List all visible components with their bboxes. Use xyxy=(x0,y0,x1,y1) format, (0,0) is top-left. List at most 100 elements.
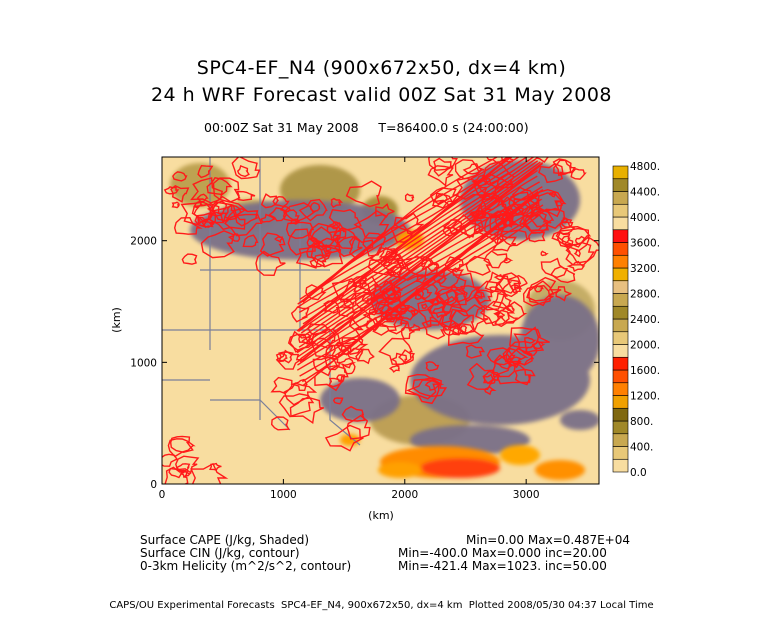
contour xyxy=(555,200,564,207)
contour xyxy=(504,218,518,228)
colorbar-bin xyxy=(612,191,629,205)
contour xyxy=(556,227,591,252)
contour xyxy=(337,357,357,369)
footer-credit: CAPS/OU Experimental Forecasts SPC4-EF_N… xyxy=(109,600,654,611)
chart-title-line2: 24 h WRF Forecast valid 00Z Sat 31 May 2… xyxy=(150,84,613,106)
contour xyxy=(466,362,497,391)
contour xyxy=(563,241,595,266)
map-field xyxy=(162,157,599,484)
colorbar-bin xyxy=(612,203,629,218)
colorbar-bin xyxy=(612,344,629,358)
contour xyxy=(447,309,475,335)
contour-band xyxy=(297,160,539,331)
contour xyxy=(372,314,400,336)
contour xyxy=(480,194,508,216)
contour xyxy=(278,393,315,418)
contour-band xyxy=(296,198,543,371)
contour xyxy=(425,361,440,372)
y-tick-label: 2000 xyxy=(130,236,157,248)
contour xyxy=(295,245,331,269)
contour xyxy=(427,300,445,315)
contour xyxy=(495,360,532,385)
contour xyxy=(305,284,327,301)
contour xyxy=(355,348,375,365)
contour xyxy=(513,326,550,354)
contour xyxy=(448,304,489,335)
contour xyxy=(533,284,544,293)
contour xyxy=(505,305,516,313)
contour xyxy=(223,213,263,237)
legend-cape-range: Min=0.00 Max=0.487E+04 xyxy=(466,533,631,547)
helicity-cin-contours xyxy=(162,157,599,484)
colorbar-bin xyxy=(612,267,629,282)
contour xyxy=(332,397,344,405)
contour xyxy=(209,462,222,471)
colorbar-tick-label: 2400. xyxy=(630,314,660,326)
colorbar-tick-label: 1600. xyxy=(630,365,660,377)
contour xyxy=(531,340,546,349)
contour xyxy=(484,271,513,293)
contour xyxy=(428,157,458,171)
contour xyxy=(289,218,301,225)
colorbar-bin xyxy=(612,382,629,396)
contour xyxy=(421,319,450,340)
contour xyxy=(260,213,278,223)
contour xyxy=(170,184,190,203)
colorbar-tick-label: 2000. xyxy=(630,340,660,352)
contour xyxy=(176,463,191,472)
contour xyxy=(309,226,342,252)
contour xyxy=(162,453,179,467)
contour xyxy=(465,344,486,359)
contour-band xyxy=(301,169,538,342)
contour xyxy=(393,212,425,234)
contour xyxy=(442,322,463,337)
contour xyxy=(427,165,454,187)
contour xyxy=(260,193,280,209)
contour xyxy=(565,236,599,264)
contour xyxy=(190,462,229,484)
colorbar-bin xyxy=(612,293,629,307)
contour xyxy=(505,347,529,368)
colorbar-bin xyxy=(612,305,629,320)
valid-time-line: 00:00Z Sat 31 May 2008 T=86400.0 s (24:0… xyxy=(204,120,529,135)
contour xyxy=(275,352,288,363)
contour xyxy=(494,277,521,298)
contour xyxy=(181,253,198,265)
contour xyxy=(573,249,581,258)
contour xyxy=(433,157,454,177)
contour xyxy=(278,351,294,364)
legend-helicity-range: Min=-421.4 Max=1023. inc=50.00 xyxy=(398,559,607,573)
contour-band xyxy=(297,157,511,305)
contour-band xyxy=(296,161,541,332)
colorbar-bin xyxy=(612,446,629,460)
contour xyxy=(346,347,365,361)
contour xyxy=(348,235,374,259)
contour xyxy=(179,469,192,479)
legend-helicity: 0-3km Helicity (m^2/s^2, contour) xyxy=(140,559,352,573)
contour xyxy=(196,193,209,203)
colorbar-bin xyxy=(612,356,629,371)
contour xyxy=(497,311,505,319)
y-axis: 0 1000 2000 xyxy=(130,236,599,491)
x-tick-label: 3000 xyxy=(513,489,540,501)
contour xyxy=(412,377,448,398)
contour xyxy=(279,205,292,215)
contour xyxy=(486,347,516,366)
contour xyxy=(309,254,327,268)
colorbar-bin xyxy=(612,254,629,269)
colorbar-bin xyxy=(612,229,629,243)
contour xyxy=(405,256,438,277)
legend-cape: Surface CAPE (J/kg, Shaded) xyxy=(140,533,310,547)
contour xyxy=(540,257,568,279)
contour xyxy=(194,212,216,228)
contour xyxy=(341,405,366,422)
contour xyxy=(415,274,429,285)
contour xyxy=(190,177,224,204)
contour xyxy=(228,233,241,242)
plot-frame xyxy=(161,156,600,485)
contour xyxy=(206,177,233,196)
contour xyxy=(420,303,428,310)
contour xyxy=(523,210,550,232)
contour xyxy=(528,231,546,243)
